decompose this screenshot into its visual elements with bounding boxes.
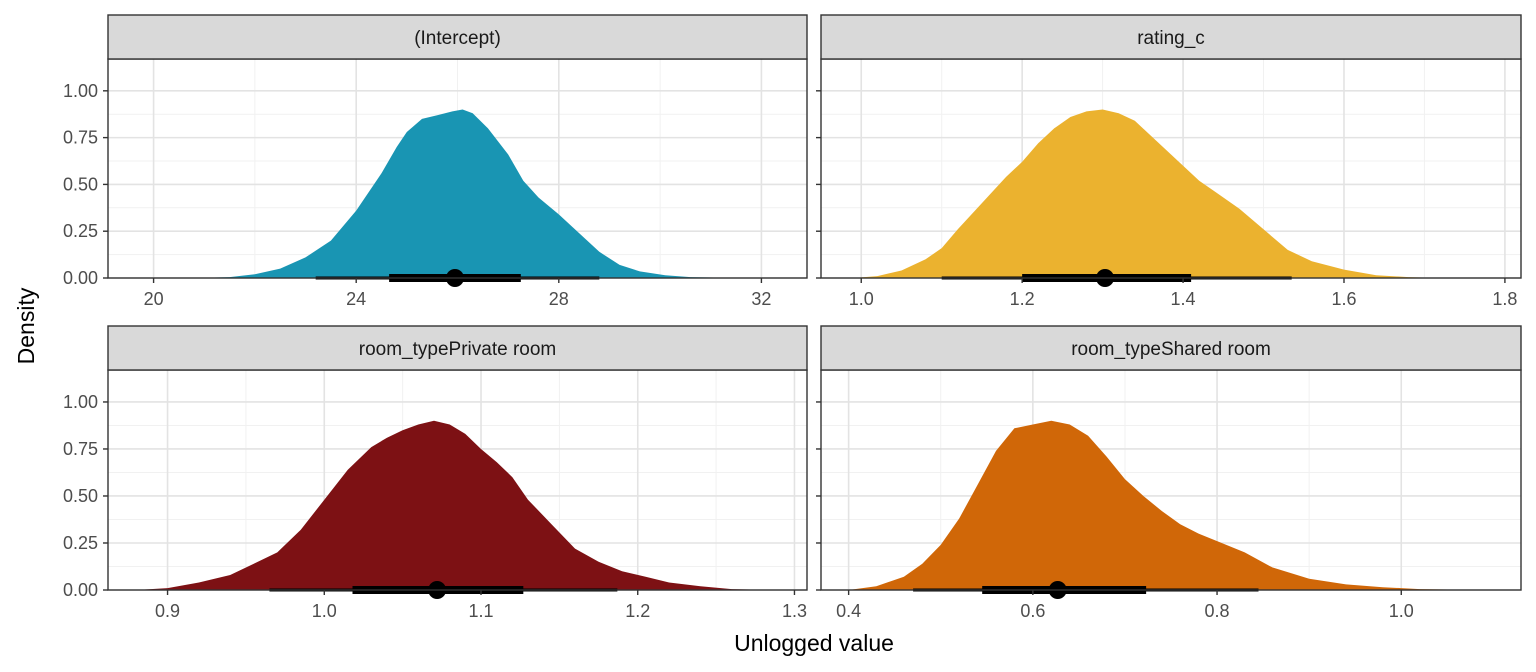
facet-strip	[820, 325, 1522, 371]
x-tick-label: 0.9	[155, 601, 180, 621]
x-tick-label: 1.4	[1171, 289, 1196, 309]
facet-panel: rating_c 1.0 1.2 1.4 1.6 1.8	[816, 14, 1522, 309]
x-axis-title: Unlogged value	[734, 630, 894, 656]
y-axis-title: Density	[13, 287, 39, 364]
x-tick-label: 1.2	[625, 601, 650, 621]
y-tick-label: 0.50	[63, 174, 98, 194]
x-tick-label: 20	[144, 289, 164, 309]
x-tick-label: 28	[549, 289, 569, 309]
y-tick-label: 0.00	[63, 268, 98, 288]
x-tick-label: 1.3	[782, 601, 807, 621]
x-tick-label: 1.2	[1010, 289, 1035, 309]
y-tick-label: 1.00	[63, 392, 98, 412]
facet-panel: room_typeShared room 0.4 0.6 0.8 1.0	[816, 325, 1522, 621]
y-tick-label: 1.00	[63, 81, 98, 101]
density-area	[194, 109, 762, 278]
facet-strip-label: (Intercept)	[414, 28, 501, 49]
y-tick-label: 0.25	[63, 533, 98, 553]
facet-strip-label: rating_c	[1137, 28, 1205, 49]
x-tick-label: 32	[751, 289, 771, 309]
x-tick-label: 1.1	[468, 601, 493, 621]
x-tick-label: 1.0	[849, 289, 874, 309]
density-area	[136, 420, 779, 590]
y-tick-label: 0.00	[63, 580, 98, 600]
y-tick-label: 0.75	[63, 128, 98, 148]
x-tick-label: 1.8	[1492, 289, 1517, 309]
y-tick-label: 0.25	[63, 221, 98, 241]
x-tick-label: 1.0	[312, 601, 337, 621]
facet-strip-label: room_typePrivate room	[359, 339, 556, 360]
x-tick-label: 0.8	[1205, 601, 1230, 621]
x-tick-label: 0.6	[1020, 601, 1045, 621]
facet-strip	[820, 14, 1522, 60]
x-tick-label: 1.6	[1331, 289, 1356, 309]
facet-panel: room_typePrivate room 0.00 0.25 0.50 0.75 1.0…	[63, 325, 808, 621]
facet-strip	[107, 325, 808, 371]
facet-strip	[107, 14, 808, 60]
x-tick-label: 1.0	[1389, 601, 1414, 621]
density-area	[853, 109, 1441, 278]
y-tick-label: 0.75	[63, 439, 98, 459]
x-tick-label: 0.4	[836, 601, 861, 621]
x-tick-label: 24	[346, 289, 366, 309]
facet-strip-label: room_typeShared room	[1071, 339, 1271, 360]
y-tick-label: 0.50	[63, 486, 98, 506]
density-area	[848, 420, 1494, 590]
facet-panel: (Intercept) 0.00 0.25 0.50 0.75 1.00 20 24 28 32	[63, 14, 808, 309]
